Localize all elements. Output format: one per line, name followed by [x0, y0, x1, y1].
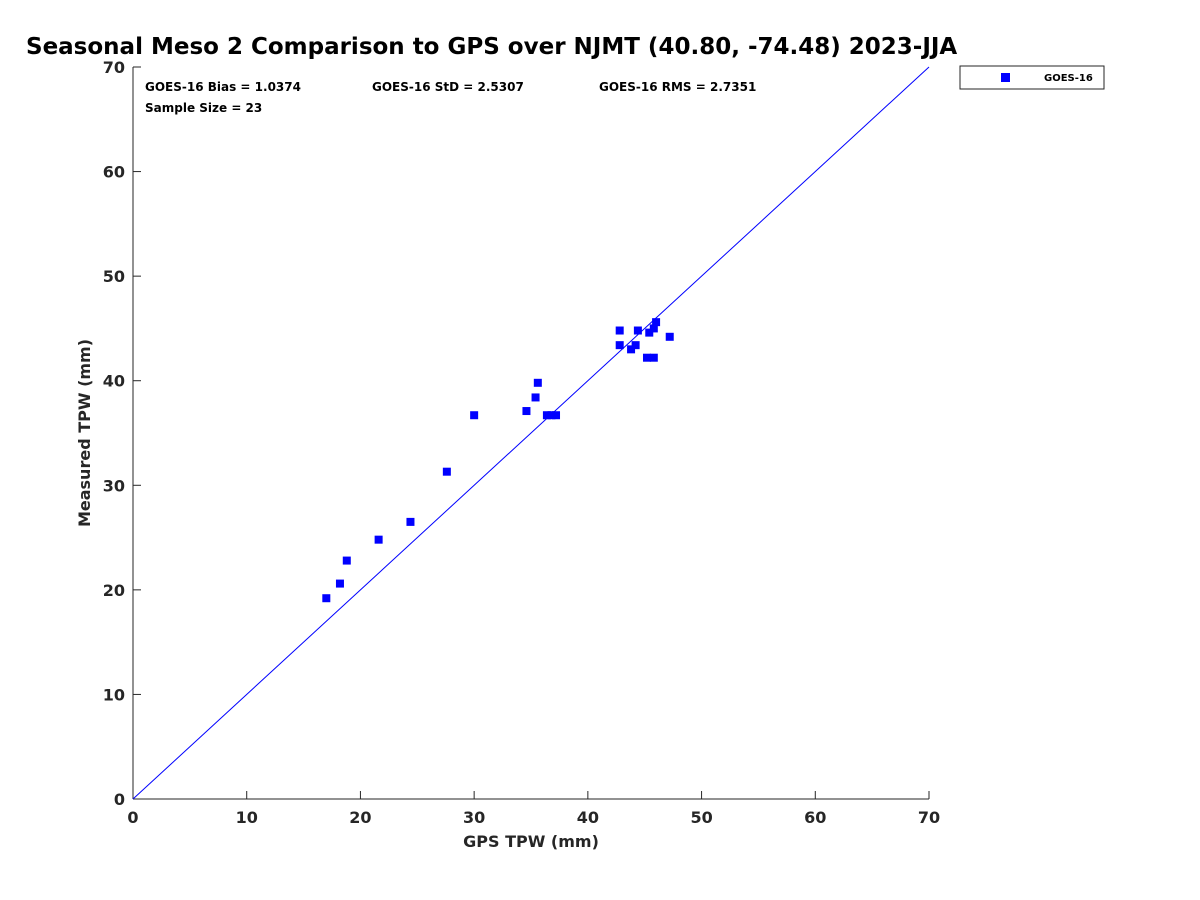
data-point — [522, 407, 531, 416]
data-point — [406, 517, 415, 526]
y-tick-label: 0 — [114, 790, 125, 809]
data-point — [649, 353, 658, 362]
x-tick-label: 70 — [918, 808, 940, 827]
one-to-one-line — [132, 66, 930, 800]
data-point — [547, 411, 556, 420]
data-point — [631, 341, 640, 350]
data-point — [335, 579, 344, 588]
chart-title: Seasonal Meso 2 Comparison to GPS over N… — [26, 34, 957, 60]
data-point — [470, 411, 479, 420]
axis-ticks: 0 10 20 30 40 50 60 70 0 10 20 30 40 50 60 70 — [103, 58, 940, 827]
legend-marker-icon — [1001, 73, 1010, 82]
x-tick-label: 60 — [804, 808, 826, 827]
sample-size-stat: Sample Size = 23 — [145, 101, 262, 115]
data-point — [552, 411, 561, 420]
y-tick-label: 20 — [103, 581, 125, 600]
legend-label: GOES-16 — [1044, 73, 1093, 84]
legend-box — [959, 65, 1105, 90]
goes16-points — [322, 318, 674, 603]
x-tick-label: 50 — [690, 808, 712, 827]
data-point — [615, 341, 624, 350]
data-point — [652, 318, 661, 327]
data-point — [649, 324, 658, 333]
data-point — [322, 594, 331, 603]
data-point — [374, 535, 383, 544]
y-tick-label: 50 — [103, 267, 125, 286]
y-tick-label: 40 — [103, 372, 125, 391]
y-tick-label: 10 — [103, 685, 125, 704]
y-tick-label: 30 — [103, 476, 125, 495]
data-point — [645, 328, 654, 337]
data-point — [531, 393, 540, 402]
std-stat: GOES-16 StD = 2.5307 — [372, 80, 524, 94]
rms-stat: GOES-16 RMS = 2.7351 — [599, 80, 756, 94]
data-point — [533, 378, 542, 387]
x-tick-label: 10 — [236, 808, 258, 827]
y-tick-label: 60 — [103, 163, 125, 182]
x-tick-label: 0 — [127, 808, 138, 827]
data-point — [442, 467, 451, 476]
y-axis-label: Measured TPW (mm) — [75, 339, 94, 527]
data-point — [665, 332, 674, 341]
data-point — [642, 353, 651, 362]
x-axis-label: GPS TPW (mm) — [463, 832, 599, 851]
data-point — [542, 411, 551, 420]
data-point — [627, 345, 636, 354]
data-point — [615, 326, 624, 335]
plot-axes — [132, 67, 929, 800]
x-tick-label: 30 — [463, 808, 485, 827]
x-tick-label: 20 — [349, 808, 371, 827]
data-point — [342, 556, 351, 565]
x-tick-label: 40 — [577, 808, 599, 827]
bias-stat: GOES-16 Bias = 1.0374 — [145, 80, 301, 94]
data-point — [633, 326, 642, 335]
y-tick-label: 70 — [103, 58, 125, 77]
legend: GOES-16 — [959, 65, 1105, 90]
